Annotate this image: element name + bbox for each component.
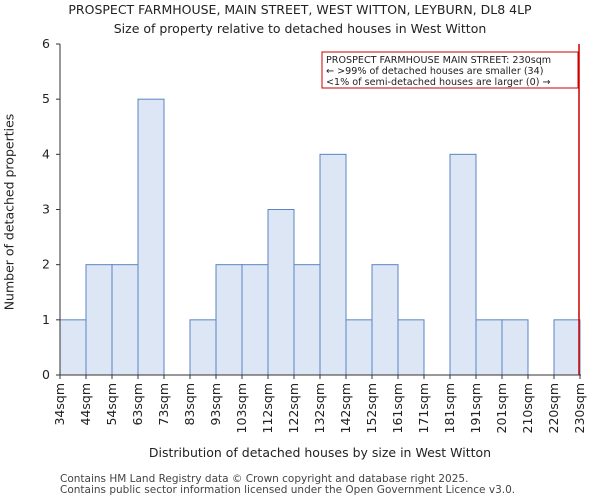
bar-34sqm [59,319,87,376]
x-tick-label-191sqm: 191sqm [468,383,483,433]
bar-122sqm [293,264,321,376]
x-axis-label: Distribution of detached houses by size … [148,445,492,460]
annotation-line-1: PROSPECT FARMHOUSE MAIN STREET: 230sqm [326,55,551,66]
x-tick-label-230sqm: 230sqm [572,383,587,433]
x-tick-label-220sqm: 220sqm [546,383,561,433]
chart-title: PROSPECT FARMHOUSE, MAIN STREET, WEST WI… [68,2,532,17]
annotation-box [321,51,579,89]
bar-142sqm [345,319,373,376]
bar-181sqm [449,153,477,376]
x-tick-label-132sqm: 132sqm [312,383,327,433]
bar-103sqm [241,264,269,376]
x-tick-label-122sqm: 122sqm [286,383,301,433]
x-tick-label-210sqm: 210sqm [520,383,535,433]
chart-subtitle: Size of property relative to detached ho… [113,21,487,36]
x-tick-label-171sqm: 171sqm [416,383,431,433]
annotation-line-2: ← >99% of detached houses are smaller (3… [326,66,544,77]
bar-132sqm [319,153,347,376]
bar-220sqm [553,319,581,376]
x-tick-label-103sqm: 103sqm [234,383,249,433]
bar-83sqm [189,319,217,376]
annotation-line-3: <1% of semi-detached houses are larger (… [326,77,551,88]
bar-63sqm [137,98,165,376]
bar-93sqm [215,264,243,376]
bar-44sqm [85,264,113,376]
footer-line-2: Contains public sector information licen… [60,484,516,496]
x-tick-label-201sqm: 201sqm [494,383,509,433]
x-tick-label-44sqm: 44sqm [78,383,93,426]
x-tick-label-83sqm: 83sqm [182,383,197,426]
y-tick-label-6: 6 [42,36,50,51]
bar-54sqm [111,264,139,376]
x-tick-label-161sqm: 161sqm [390,383,405,433]
y-tick-label-5: 5 [42,91,50,106]
x-tick-label-73sqm: 73sqm [156,383,171,426]
x-tick-label-112sqm: 112sqm [260,383,275,433]
x-tick-label-93sqm: 93sqm [208,383,223,426]
x-tick-label-181sqm: 181sqm [442,383,457,433]
y-tick-label-3: 3 [42,202,50,217]
y-tick-label-2: 2 [42,257,50,272]
x-tick-label-34sqm: 34sqm [52,383,67,426]
x-tick-label-142sqm: 142sqm [338,383,353,433]
bar-152sqm [371,264,399,376]
bar-191sqm [475,319,503,376]
bar-112sqm [267,209,295,376]
bar-201sqm [501,319,529,376]
bar-161sqm [397,319,425,376]
y-tick-label-1: 1 [42,312,50,327]
x-tick-label-152sqm: 152sqm [364,383,379,433]
y-tick-label-0: 0 [42,367,50,382]
x-tick-label-54sqm: 54sqm [104,383,119,426]
y-tick-label-4: 4 [42,146,50,161]
footer-line-1: Contains HM Land Registry data © Crown c… [60,473,469,485]
x-tick-label-63sqm: 63sqm [130,383,145,426]
